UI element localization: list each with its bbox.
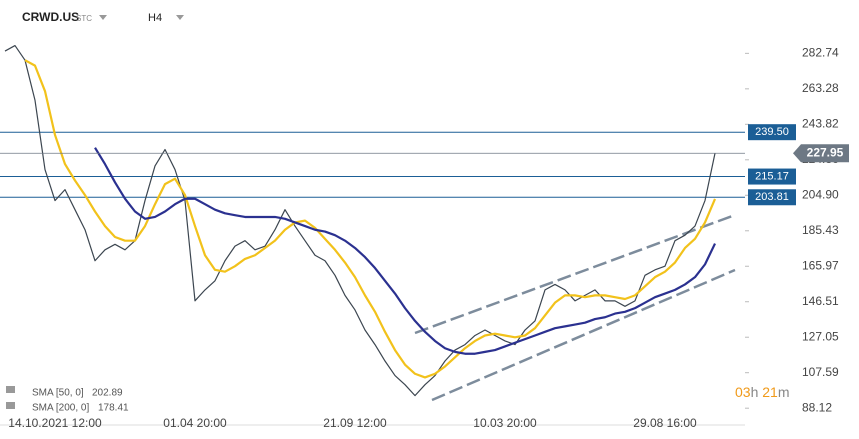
dropdown-arrow[interactable]	[176, 15, 184, 20]
sma-line	[94, 147, 716, 355]
y-tick-label: 243.82	[802, 116, 839, 130]
y-tick-label: 204.90	[802, 187, 839, 201]
y-tick-label: 263.28	[802, 81, 839, 95]
timeframe[interactable]: H4	[148, 12, 162, 24]
level-box	[748, 189, 796, 206]
legend-value: 202.89	[92, 388, 123, 399]
y-tick-label: 146.51	[802, 294, 839, 308]
symbol-type: STC	[76, 14, 92, 23]
y-tick-label: 165.97	[802, 258, 839, 272]
level-label: 203.81	[755, 191, 789, 203]
legend: SMA [50, 0] 202.89 SMA [200, 0] 178.41	[6, 386, 129, 414]
y-tick-label: 185.43	[802, 223, 839, 237]
y-tick-label: 88.12	[802, 400, 832, 414]
sma-line	[24, 59, 717, 379]
legend-name: SMA [50, 0]	[32, 388, 84, 399]
last-price-label: 227.95	[807, 145, 844, 159]
countdown-hours: 03	[735, 384, 751, 400]
y-tick-label: 127.05	[802, 329, 839, 343]
x-tick-label: 21.09 12:00	[323, 416, 387, 430]
last-price-box	[793, 144, 849, 163]
channel-line	[431, 268, 736, 402]
price-line	[4, 44, 716, 397]
dropdown-arrow[interactable]	[99, 15, 107, 20]
level-label: 239.50	[755, 126, 789, 138]
countdown-minutes: 21	[762, 384, 778, 400]
y-tick-label: 107.59	[802, 365, 839, 379]
countdown-unit: h	[751, 384, 759, 400]
x-tick-label: 10.03 20:00	[473, 416, 537, 430]
legend-icon[interactable]	[6, 386, 15, 393]
legend-name: SMA [200, 0]	[32, 403, 89, 414]
countdown-unit: m	[778, 384, 790, 400]
countdown: 03h 21m	[735, 384, 790, 400]
symbol[interactable]: CRWD.US	[22, 10, 79, 24]
legend-icon[interactable]	[6, 402, 15, 409]
x-tick-label: 01.04 20:00	[163, 416, 227, 430]
x-tick-label: 29.08 16:00	[633, 416, 697, 430]
level-box	[748, 124, 796, 141]
y-tick-label: 282.74	[802, 46, 839, 60]
legend-value: 178.41	[98, 403, 129, 414]
level-label: 215.17	[755, 170, 789, 182]
level-box	[748, 168, 796, 185]
x-tick-label: 14.10.2021 12:00	[8, 416, 102, 430]
